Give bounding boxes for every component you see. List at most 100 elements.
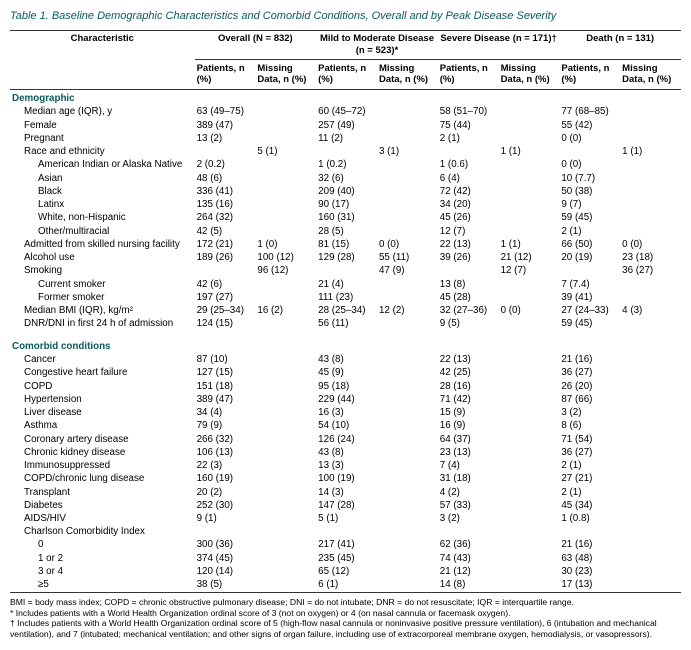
cell: 172 (21) [195,238,256,251]
table-head: Characteristic Overall (N = 832) Mild to… [10,30,681,90]
cell: 264 (32) [195,212,256,225]
table-row: Female389 (47)257 (49)75 (44)55 (42) [10,119,681,132]
cell [620,159,681,172]
cell [620,407,681,420]
cell: 87 (66) [559,393,620,406]
cell: 66 (50) [559,238,620,251]
cell: 79 (9) [195,420,256,433]
row-label: Smoking [10,265,195,278]
cell: 58 (51–70) [438,106,499,119]
cell [620,278,681,291]
cell [620,473,681,486]
cell [559,146,620,159]
cell [377,473,438,486]
cell [499,446,560,459]
cell [499,106,560,119]
row-label: Median age (IQR), y [10,106,195,119]
cell: 3 (2) [438,513,499,526]
cell: 26 (20) [559,380,620,393]
cell [499,185,560,198]
row-label: Cancer [10,354,195,367]
cell: 15 (9) [438,407,499,420]
cell: 27 (21) [559,473,620,486]
cell [255,172,316,185]
cell [377,185,438,198]
cell: 100 (19) [316,473,377,486]
cell: 13 (3) [316,460,377,473]
cell: 42 (6) [195,278,256,291]
cell: 7 (7.4) [559,278,620,291]
row-label: ≥5 [10,579,195,593]
cell [620,185,681,198]
cell: 1 (1) [620,146,681,159]
demographics-table: Characteristic Overall (N = 832) Mild to… [10,30,681,593]
cell: 1 (1) [499,238,560,251]
cell: 38 (5) [195,579,256,593]
cell: 126 (24) [316,433,377,446]
cell [620,513,681,526]
cell [499,291,560,304]
cell [620,393,681,406]
cell: 0 (0) [559,159,620,172]
cell: 1 (0.8) [559,513,620,526]
cell [377,393,438,406]
cell [255,159,316,172]
cell [255,446,316,459]
cell [438,526,499,539]
cell: 22 (13) [438,238,499,251]
cell [620,579,681,593]
col-group-overall: Overall (N = 832) [195,30,317,59]
cell: 2 (1) [559,225,620,238]
cell [620,354,681,367]
cell: 42 (25) [438,367,499,380]
cell [620,499,681,512]
table-row: Diabetes252 (30)147 (28)57 (33)45 (34) [10,499,681,512]
cell: 0 (0) [499,305,560,318]
table-row: Race and ethnicity5 (1)3 (1)1 (1)1 (1) [10,146,681,159]
cell: 160 (31) [316,212,377,225]
cell: 36 (27) [559,446,620,459]
cell: 160 (19) [195,473,256,486]
cell: 42 (5) [195,225,256,238]
table-row: Immunosuppressed22 (3)13 (3)7 (4)2 (1) [10,460,681,473]
table-row: Other/multiracial42 (5)28 (5)12 (7)2 (1) [10,225,681,238]
table-row: Hypertension389 (47)229 (44)71 (42)87 (6… [10,393,681,406]
cell: 29 (25–34) [195,305,256,318]
col-patients: Patients, n (%) [438,59,499,90]
cell [499,407,560,420]
cell: 235 (45) [316,552,377,565]
cell: 151 (18) [195,380,256,393]
cell [255,199,316,212]
cell [255,433,316,446]
cell: 45 (26) [438,212,499,225]
cell [255,278,316,291]
row-label: COPD/chronic lung disease [10,473,195,486]
cell: 9 (5) [438,318,499,331]
row-label: Pregnant [10,132,195,145]
col-patients: Patients, n (%) [559,59,620,90]
cell: 39 (26) [438,252,499,265]
cell: 16 (9) [438,420,499,433]
table-row: Cancer87 (10)43 (8)22 (13)21 (16) [10,354,681,367]
cell [620,318,681,331]
cell: 1 (0.6) [438,159,499,172]
cell [377,539,438,552]
cell: 72 (42) [438,185,499,198]
cell: 389 (47) [195,119,256,132]
cell: 17 (13) [559,579,620,593]
cell [316,526,377,539]
cell [499,172,560,185]
cell: 64 (37) [438,433,499,446]
cell [255,539,316,552]
table-row: Former smoker197 (27)111 (23)45 (28)39 (… [10,291,681,304]
cell [620,291,681,304]
table-row: Latinx135 (16)90 (17)34 (20)9 (7) [10,199,681,212]
cell: 43 (8) [316,446,377,459]
cell: 135 (16) [195,199,256,212]
cell [620,420,681,433]
cell [255,212,316,225]
cell [499,132,560,145]
cell: 120 (14) [195,565,256,578]
row-label: 1 or 2 [10,552,195,565]
table-body: DemographicMedian age (IQR), y63 (49–75)… [10,90,681,593]
